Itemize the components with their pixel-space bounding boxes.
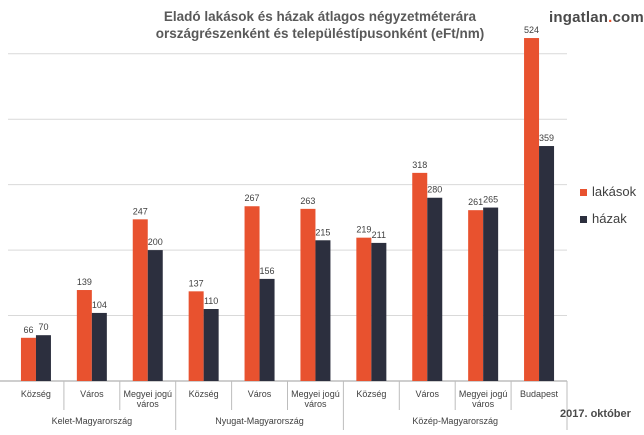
data-label: 280 [427,185,442,195]
data-label: 265 [483,195,498,205]
legend-label-hazak: házak [592,211,627,226]
bar-hazak [203,309,219,381]
bar-lakasok [244,206,260,381]
group-label: Kelet-Magyarország [52,416,133,426]
category-label: Község [21,389,51,399]
category-label: város [472,399,495,409]
data-label: 219 [356,225,371,235]
category-label: Város [248,389,272,399]
bar-hazak [259,278,275,381]
data-label: 110 [204,296,218,306]
bar-lakasok [412,172,428,381]
bar-lakasok [468,210,484,381]
data-label: 211 [372,230,386,240]
chart-title: Eladó lakások és házak átlagos négyzetmé… [80,8,560,42]
data-label: 261 [468,197,483,207]
category-label: Község [356,389,386,399]
data-label: 139 [77,277,92,287]
date-label: 2017. október [560,408,631,420]
category-label: Megyei jogú [291,389,340,399]
category-label: Budapest [520,389,559,399]
group-label: Közép-Magyarország [412,416,498,426]
category-label: Megyei jogú [459,389,508,399]
bar-lakasok [300,208,316,381]
legend-label-lakasok: lakások [592,184,637,199]
bar-hazak [35,335,51,381]
bar-lakasok [76,290,92,381]
data-label: 104 [92,300,107,310]
data-label: 263 [300,196,315,206]
bar-lakasok [524,38,540,382]
bar-hazak [427,197,443,381]
bar-hazak [483,207,499,381]
category-label: Város [80,389,104,399]
brand-suffix: com [612,9,644,26]
data-label: 137 [189,278,204,288]
legend-item-hazak: házak [580,211,627,226]
group-label: Nyugat-Magyarország [215,416,304,426]
data-label: 66 [23,325,33,335]
bar-lakasok [20,337,36,381]
legend-swatch-hazak [580,216,587,224]
data-label: 524 [524,25,539,35]
bar-hazak [371,242,387,381]
bar-hazak [315,240,331,381]
brand-main: ingatlan [549,9,609,26]
bar-hazak [147,250,163,381]
chart-title-line1: Eladó lakások és házak átlagos négyzetmé… [163,9,477,24]
chart-title-line2: országrészenként és településtípusonként… [155,26,485,41]
bar-lakasok [356,237,372,381]
brand-logo: ingatlan.com [549,9,644,26]
data-label: 267 [245,193,260,203]
legend-swatch-lakasok [580,189,587,197]
bar-lakasok [188,291,204,381]
data-label: 247 [133,206,148,216]
data-label: 215 [315,227,330,237]
category-label: Község [189,389,219,399]
data-label: 200 [148,237,163,247]
category-label: város [137,399,160,409]
data-label: 156 [260,266,275,276]
bar-lakasok [132,219,148,381]
category-label: város [304,399,327,409]
bar-hazak [539,146,555,381]
data-label: 359 [539,133,554,143]
brand-dot: . [608,9,613,26]
category-label: Megyei jogú [123,389,172,399]
data-label: 70 [38,322,48,332]
data-label: 318 [412,160,427,170]
legend-item-lakasok: lakások [580,184,636,199]
category-label: Város [415,389,439,399]
bar-hazak [91,312,107,381]
